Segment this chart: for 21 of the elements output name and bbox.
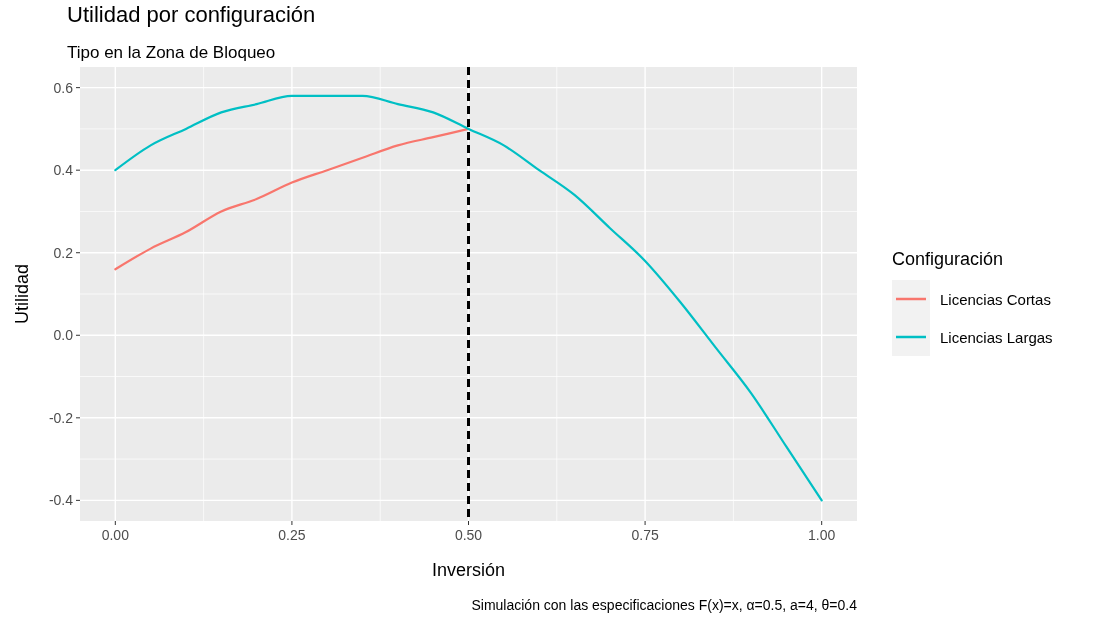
line-series xyxy=(114,94,823,502)
x-tick-label: 0.25 xyxy=(278,527,306,543)
y-tick-label: 0.0 xyxy=(53,327,74,344)
legend-title: Configuración xyxy=(892,249,1004,269)
chart-title: Utilidad por configuración xyxy=(67,2,316,27)
legend-label: Licencias Cortas xyxy=(940,291,1051,308)
chart-subtitle: Tipo en la Zona de Bloqueo xyxy=(67,43,276,62)
legend-label: Licencias Largas xyxy=(940,329,1053,346)
y-tick-label: -0.2 xyxy=(48,409,74,426)
line-series xyxy=(114,127,470,271)
y-tick-label: 0.6 xyxy=(53,79,74,96)
x-tick-label: 0.00 xyxy=(101,527,130,543)
y-tick-label: 0.2 xyxy=(53,244,74,261)
x-tick-label: 1.00 xyxy=(808,527,836,543)
x-axis-title: Inversión xyxy=(431,560,506,580)
x-tick-label: 0.75 xyxy=(631,527,659,543)
y-tick-label: -0.4 xyxy=(48,492,74,509)
x-tick-label: 0.50 xyxy=(454,527,483,543)
y-axis-title: Utilidad xyxy=(12,263,32,325)
y-tick-label: 0.4 xyxy=(53,162,74,179)
text: Simulación con las especificaciones F(x)=x, α=0.5, a=4, θ=0.4 xyxy=(471,597,858,613)
